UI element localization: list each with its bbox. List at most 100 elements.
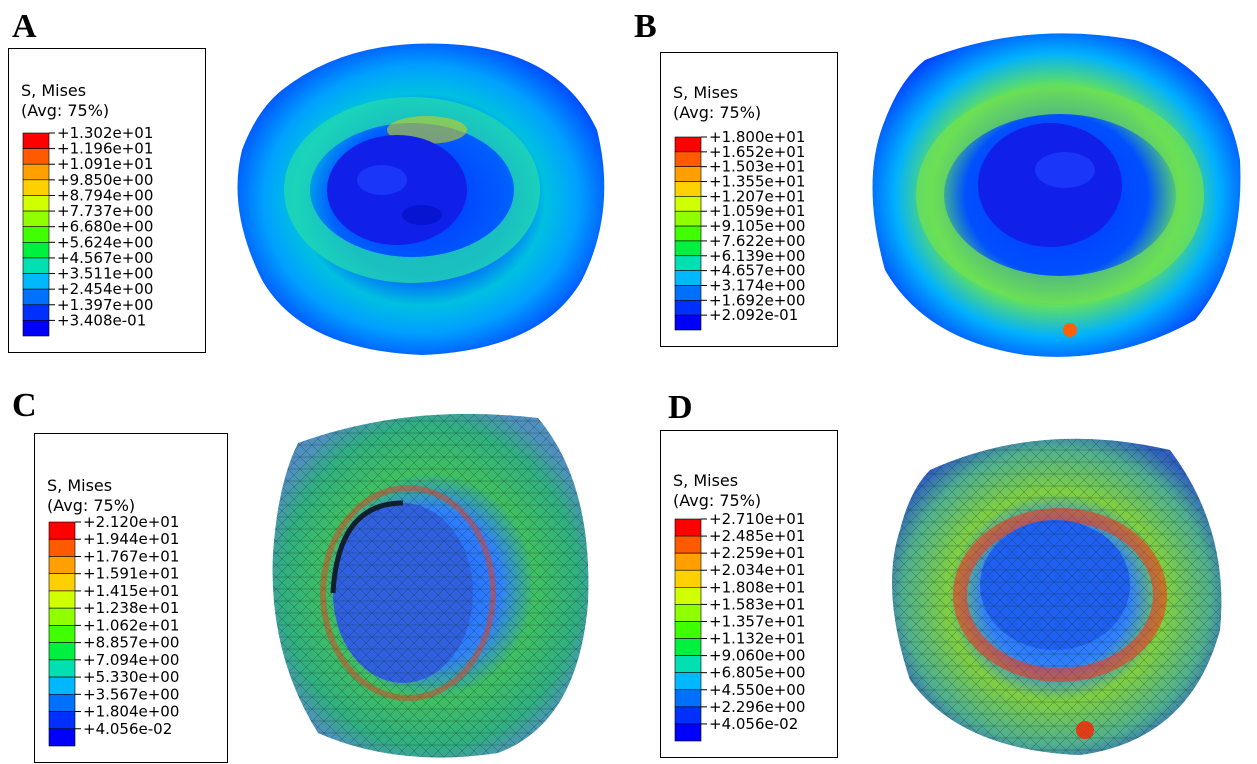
dental-model-smooth [872, 33, 1241, 357]
legend-tick-label: +2.034e+01 [709, 561, 805, 579]
legend-tick-label: +4.550e+00 [709, 681, 805, 699]
legend-band [22, 273, 50, 290]
legend-band [22, 195, 50, 212]
dental-model-mesh [272, 413, 589, 758]
legend-band [22, 226, 50, 243]
legend-band [674, 655, 702, 673]
legend-band [674, 270, 702, 286]
legend-tick-label: +1.062e+01 [83, 616, 179, 634]
legend-tick-label: +1.091e+01 [57, 155, 153, 173]
dental-model-mesh [892, 438, 1222, 755]
legend-band [674, 225, 702, 242]
legend-tick-label: +6.805e+00 [709, 664, 805, 682]
legend-band [22, 304, 50, 321]
legend-band [22, 148, 50, 165]
legend-band [48, 590, 76, 609]
legend-tick-label: +2.485e+01 [709, 527, 805, 545]
legend-tick-label: +9.105e+00 [709, 217, 805, 235]
legend-band [674, 587, 702, 605]
legend-tick-label: +6.139e+00 [709, 247, 805, 265]
legend-tick-label: +7.094e+00 [83, 651, 179, 669]
legend-subtitle: (Avg: 75%) [673, 103, 762, 122]
hot-spot [1076, 721, 1094, 739]
legend-band [48, 642, 76, 661]
legend-tick-label: +1.767e+01 [83, 547, 179, 565]
legend-band [22, 210, 50, 227]
legend-tick-label: +2.092e-01 [709, 306, 798, 324]
legend-band [674, 166, 702, 182]
legend-tick-label: +2.296e+00 [709, 698, 805, 716]
legend-band [22, 163, 50, 181]
hot-spot [1063, 323, 1077, 337]
legend-subtitle: (Avg: 75%) [47, 496, 136, 515]
legend-tick-label: +1.196e+01 [57, 140, 153, 158]
legend-band [48, 625, 76, 643]
legend-band [48, 556, 76, 574]
legend-tick-label: +1.132e+01 [709, 630, 805, 648]
legend-title: S, Mises [673, 471, 739, 490]
legend-band [674, 604, 702, 622]
legend-tick-label: +2.454e+00 [57, 280, 153, 298]
legend-band [674, 518, 702, 537]
legend-band [22, 179, 50, 196]
legend-band [22, 288, 50, 306]
legend-band [674, 181, 702, 197]
legend-band [674, 689, 702, 708]
legend-tick-label: +5.624e+00 [57, 233, 153, 251]
panel-letter: C [12, 387, 37, 424]
legend-band [674, 638, 702, 656]
legend-band [48, 659, 76, 678]
stress-ring [284, 97, 540, 283]
legend-tick-label: +1.397e+00 [57, 296, 153, 314]
stress-ring [953, 508, 1167, 682]
legend-band [48, 711, 76, 730]
panel-c: C S, Mises (Avg: 75%) +2.120e+01 +1.944e+… [0, 385, 620, 763]
panel-d: D S, Mises (Avg: 75%) +2.710e+01 +2.485e+… [630, 385, 1250, 758]
legend-band [674, 535, 702, 554]
legend-band [48, 607, 76, 626]
legend-tick-label: +3.174e+00 [709, 276, 805, 294]
legend-tick-label: +1.503e+01 [709, 158, 805, 176]
stress-legend: S, Mises (Avg: 75%) +1.302e+01 +1.196e+01… [8, 48, 206, 353]
legend-band [674, 569, 702, 588]
legend-colorbar: +1.800e+01+1.652e+01+1.503e+01+1.355e+01… [674, 128, 805, 331]
legend-colorbar: +1.302e+01+1.196e+01+1.091e+01+9.850e+00… [22, 124, 153, 337]
legend-tick-label: +8.794e+00 [57, 186, 153, 204]
legend-band [674, 285, 702, 301]
legend-colorbar: +2.710e+01+2.485e+01+2.259e+01+2.034e+01… [674, 510, 805, 742]
legend-band [674, 552, 702, 571]
legend-band [22, 242, 50, 259]
legend-band [22, 257, 50, 274]
legend-tick-label: +1.804e+00 [83, 703, 179, 721]
legend-tick-label: +1.238e+01 [83, 599, 179, 617]
legend-tick-label: +2.710e+01 [709, 510, 805, 528]
legend-band [674, 621, 702, 639]
stress-ring [916, 86, 1204, 304]
legend-tick-label: +3.511e+00 [57, 265, 153, 283]
legend-tick-label: +7.737e+00 [57, 202, 153, 220]
legend-tick-label: +1.800e+01 [709, 128, 805, 146]
legend-tick-label: +1.059e+01 [709, 202, 805, 220]
legend-band [674, 300, 702, 316]
legend-subtitle: (Avg: 75%) [673, 491, 762, 510]
legend-tick-label: +4.056e-02 [83, 720, 172, 738]
legend-tick-label: +4.056e-02 [709, 715, 798, 733]
legend-tick-label: +1.692e+00 [709, 291, 805, 309]
legend-band [48, 538, 76, 557]
panel-a: A S, Mises (Avg: 75%) +1.302e+01 +1.196e+… [0, 0, 620, 370]
dental-model-smooth [237, 43, 605, 355]
legend-band [48, 676, 76, 695]
legend-band [674, 196, 702, 212]
legend-tick-label: +3.567e+00 [83, 685, 179, 703]
legend-tick-label: +1.357e+01 [709, 612, 805, 630]
legend-tick-label: +5.330e+00 [83, 668, 179, 686]
legend-subtitle: (Avg: 75%) [21, 101, 110, 120]
legend-tick-label: +1.355e+01 [709, 173, 805, 191]
panel-letter: A [12, 8, 37, 45]
legend-band [674, 255, 702, 271]
legend-tick-label: +7.622e+00 [709, 232, 805, 250]
legend-band [674, 210, 702, 227]
legend-band [22, 132, 50, 149]
panel-b: B S, Mises (Avg: 75%) +1.800e+01 +1.652e+… [630, 0, 1250, 370]
legend-band [674, 723, 702, 742]
